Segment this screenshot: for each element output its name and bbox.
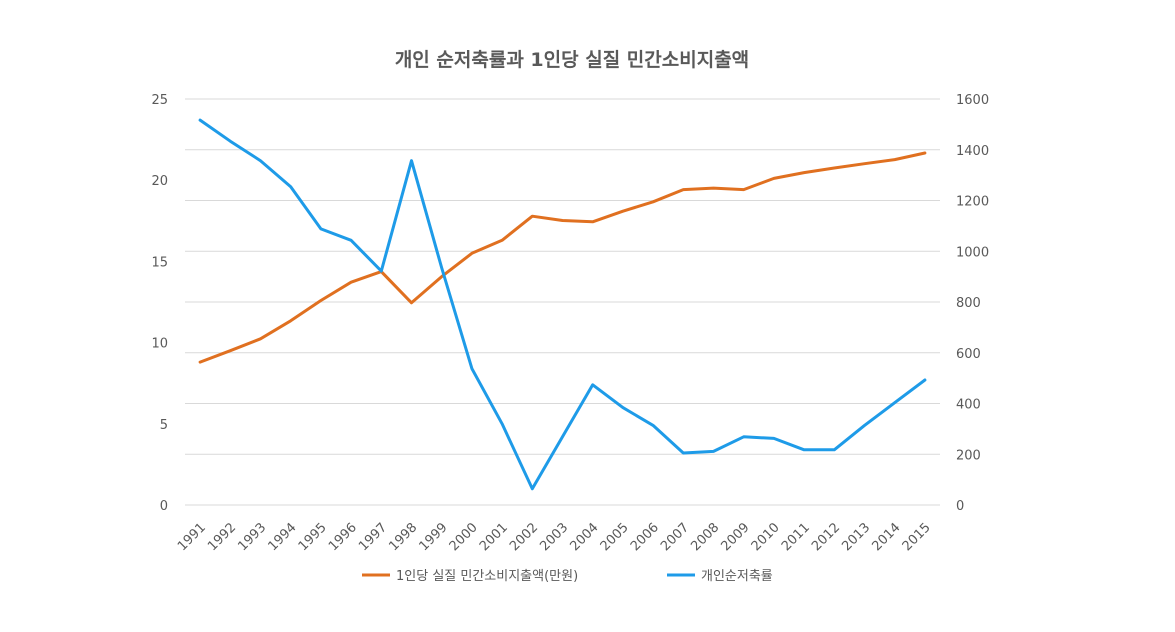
x-tick-label: 2005 [598, 520, 632, 554]
x-tick-label: 1994 [266, 520, 300, 554]
x-tick-label: 2012 [809, 520, 843, 554]
left-tick-label: 10 [151, 337, 168, 352]
x-tick-label: 2004 [568, 520, 602, 554]
x-tick-label: 1991 [175, 520, 209, 554]
x-tick-label: 1992 [205, 520, 239, 554]
x-tick-label: 1996 [326, 520, 360, 554]
x-tick-label: 1997 [356, 520, 390, 554]
x-tick-label: 2000 [447, 520, 481, 554]
left-tick-label: 0 [160, 499, 168, 514]
x-tick-label: 2009 [719, 520, 753, 554]
left-y-axis: 0 5 10 15 20 25 [151, 93, 168, 514]
series-line-2 [198, 118, 927, 491]
right-tick-label: 600 [956, 347, 981, 362]
right-tick-label: 1000 [956, 245, 989, 260]
left-tick-label: 5 [160, 418, 168, 433]
right-tick-label: 0 [956, 499, 964, 514]
x-tick-label: 2008 [688, 520, 722, 554]
series-line-1 [198, 151, 927, 364]
x-tick-label: 2015 [900, 520, 934, 554]
right-tick-label: 1200 [956, 195, 989, 210]
x-tick-label: 2014 [870, 520, 904, 554]
right-tick-label: 200 [956, 448, 981, 463]
series-lines [198, 118, 927, 491]
x-tick-label: 2006 [628, 520, 662, 554]
legend-label: 개인순저축률 [701, 569, 773, 584]
chart-title: 개인 순저축률과 1인당 실질 민간소비지출액 [395, 49, 749, 71]
x-tick-label: 2010 [749, 520, 783, 554]
x-tick-label: 1998 [386, 520, 420, 554]
x-tick-label: 2002 [507, 520, 541, 554]
right-y-axis: 0 200 400 600 800 1000 1200 1400 1600 [956, 93, 989, 514]
grid-lines [185, 98, 940, 506]
right-tick-label: 400 [956, 398, 981, 413]
x-tick-label: 1993 [235, 520, 269, 554]
legend-label: 1인당 실질 민간소비지출액(만원) [396, 569, 578, 584]
x-tick-label: 1995 [296, 520, 330, 554]
right-tick-label: 1400 [956, 144, 989, 159]
x-tick-label: 1999 [417, 520, 451, 554]
x-tick-label: 2007 [658, 520, 692, 554]
x-tick-label: 2003 [537, 520, 571, 554]
right-tick-label: 800 [956, 296, 981, 311]
right-tick-label: 1600 [956, 93, 989, 108]
legend: 1인당 실질 민간소비지출액(만원) 개인순저축률 [362, 569, 773, 584]
left-tick-label: 20 [151, 174, 168, 189]
x-tick-label: 2001 [477, 520, 511, 554]
x-axis: 1991199219931994199519961997199819992000… [175, 520, 934, 554]
left-tick-label: 15 [151, 255, 168, 270]
x-tick-label: 2013 [839, 520, 873, 554]
left-tick-label: 25 [151, 93, 168, 108]
x-tick-label: 2011 [779, 520, 813, 554]
